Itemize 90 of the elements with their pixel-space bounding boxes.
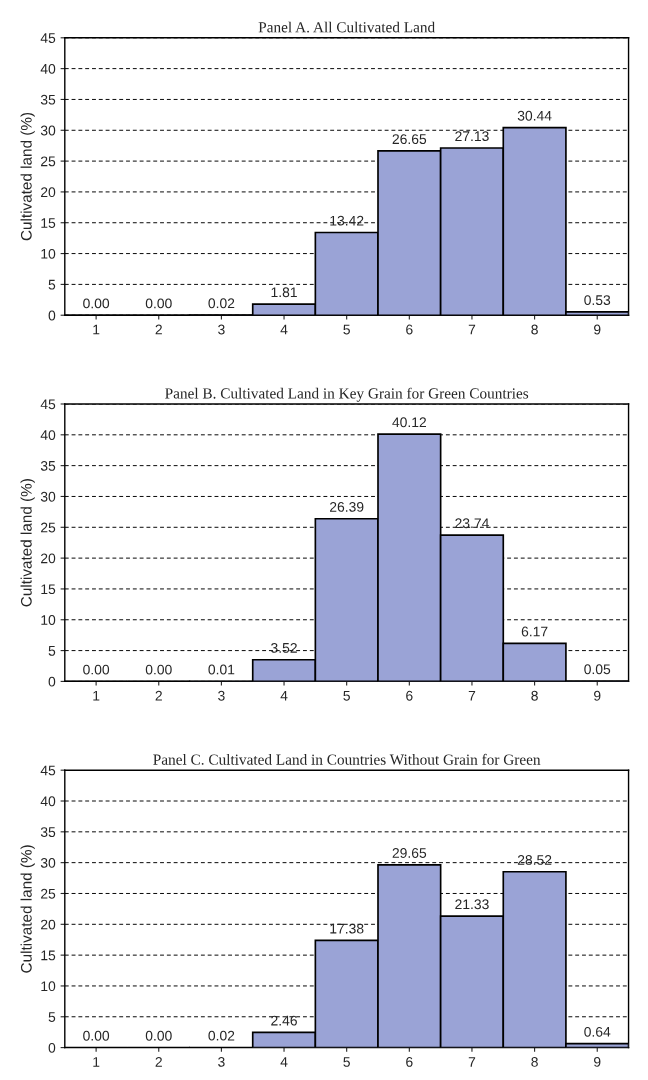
x-tick-label: 4 <box>280 690 288 701</box>
y-tick-label: 35 <box>40 827 56 837</box>
y-tick-label: 20 <box>41 187 56 198</box>
y-tick-label: 25 <box>41 522 56 533</box>
data-label: 29.65 <box>392 848 427 858</box>
y-tick-label: 30 <box>40 491 56 502</box>
x-tick-label: 3 <box>218 324 225 335</box>
data-label: 0.53 <box>584 295 611 306</box>
data-label: 17.38 <box>330 923 364 934</box>
data-label: 26.39 <box>330 501 364 512</box>
y-axis-title: Cultivated land (%) <box>20 479 35 607</box>
data-label: 0.00 <box>145 1030 172 1041</box>
x-tick-label: 5 <box>343 324 350 335</box>
y-tick-label: 25 <box>41 888 56 899</box>
x-tick-label: 2 <box>155 324 162 335</box>
x-tick-label: 7 <box>468 1057 476 1067</box>
x-tick-label: 5 <box>343 690 350 701</box>
data-label: 3.52 <box>271 642 297 653</box>
y-tick-label: 5 <box>48 1012 56 1022</box>
x-tick-label: 8 <box>531 690 538 701</box>
data-label: 26.65 <box>392 134 427 145</box>
x-tick-label: 7 <box>468 324 476 335</box>
y-tick-label: 40 <box>40 430 56 440</box>
x-tick-label: 8 <box>531 324 538 335</box>
x-tick-label: 9 <box>594 1056 601 1067</box>
chart-title: Panel C. Cultivated Land in Countries Without Grain for Green <box>153 753 541 765</box>
y-tick-label: 15 <box>41 950 56 961</box>
data-label: 0.02 <box>208 1030 235 1041</box>
y-tick-label: 45 <box>40 765 56 776</box>
x-tick-label: 3 <box>218 1056 225 1067</box>
y-axis-title: Cultivated land (%) <box>20 112 35 241</box>
y-tick-label: 5 <box>48 646 56 656</box>
x-tick-label: 2 <box>155 690 162 701</box>
y-tick-label: 0 <box>48 1042 56 1053</box>
y-tick-label: 45 <box>40 399 56 410</box>
data-label: 1.81 <box>271 287 297 298</box>
x-tick-label: 5 <box>343 1057 350 1067</box>
x-tick-label: 4 <box>280 1057 288 1067</box>
y-tick-label: 10 <box>41 615 56 625</box>
x-tick-label: 9 <box>594 324 601 335</box>
x-tick-label: 6 <box>406 690 413 701</box>
y-tick-label: 35 <box>40 94 56 105</box>
y-tick-label: 45 <box>40 33 56 43</box>
x-tick-label: 9 <box>594 690 601 701</box>
data-label: 0.05 <box>584 664 611 675</box>
x-tick-label: 3 <box>218 690 225 701</box>
x-tick-label: 6 <box>406 1056 413 1067</box>
data-label: 0.01 <box>208 664 235 675</box>
data-label: 2.46 <box>271 1015 297 1026</box>
y-tick-label: 30 <box>40 857 56 868</box>
y-tick-label: 5 <box>48 279 56 290</box>
data-label: 0.00 <box>145 664 172 675</box>
data-label: 23.74 <box>455 518 489 529</box>
data-label: 21.33 <box>455 899 489 910</box>
y-tick-label: 0 <box>48 676 56 687</box>
y-tick-label: 40 <box>40 796 56 807</box>
x-tick-label: 1 <box>93 690 100 701</box>
y-tick-label: 15 <box>41 218 56 228</box>
x-tick-label: 1 <box>93 1057 100 1067</box>
chart-title: Panel A. All Cultivated Land <box>258 21 435 33</box>
y-tick-label: 40 <box>40 63 56 74</box>
data-label: 0.02 <box>208 298 235 309</box>
data-label: 0.00 <box>83 1030 110 1041</box>
data-label: 0.64 <box>584 1026 611 1037</box>
x-tick-label: 2 <box>155 1056 162 1067</box>
data-label: 0.00 <box>83 298 110 309</box>
x-tick-label: 6 <box>406 324 413 335</box>
y-tick-label: 10 <box>41 981 56 992</box>
data-label: 30.44 <box>517 110 552 121</box>
x-tick-label: 8 <box>531 1056 538 1067</box>
x-tick-label: 4 <box>280 324 288 335</box>
y-tick-label: 35 <box>40 460 56 471</box>
data-label: 40.12 <box>392 417 426 428</box>
data-label: 6.17 <box>521 626 548 637</box>
y-tick-label: 20 <box>41 919 56 930</box>
x-tick-label: 1 <box>93 324 100 335</box>
y-axis-title: Cultivated land (%) <box>20 845 35 973</box>
chart-title: Panel B. Cultivated Land in Key Grain for Green Countries <box>165 387 529 402</box>
y-tick-label: 10 <box>41 248 56 259</box>
x-tick-label: 7 <box>468 690 476 701</box>
y-tick-label: 15 <box>41 584 56 595</box>
y-tick-label: 20 <box>41 553 56 564</box>
y-tick-label: 25 <box>41 156 56 167</box>
data-label: 0.00 <box>145 298 172 309</box>
data-label: 0.00 <box>83 664 110 675</box>
y-tick-label: 30 <box>40 125 56 136</box>
data-label: 27.13 <box>455 131 489 142</box>
y-tick-label: 0 <box>48 310 56 321</box>
data-label: 28.52 <box>517 855 552 865</box>
data-label: 13.42 <box>330 215 364 226</box>
